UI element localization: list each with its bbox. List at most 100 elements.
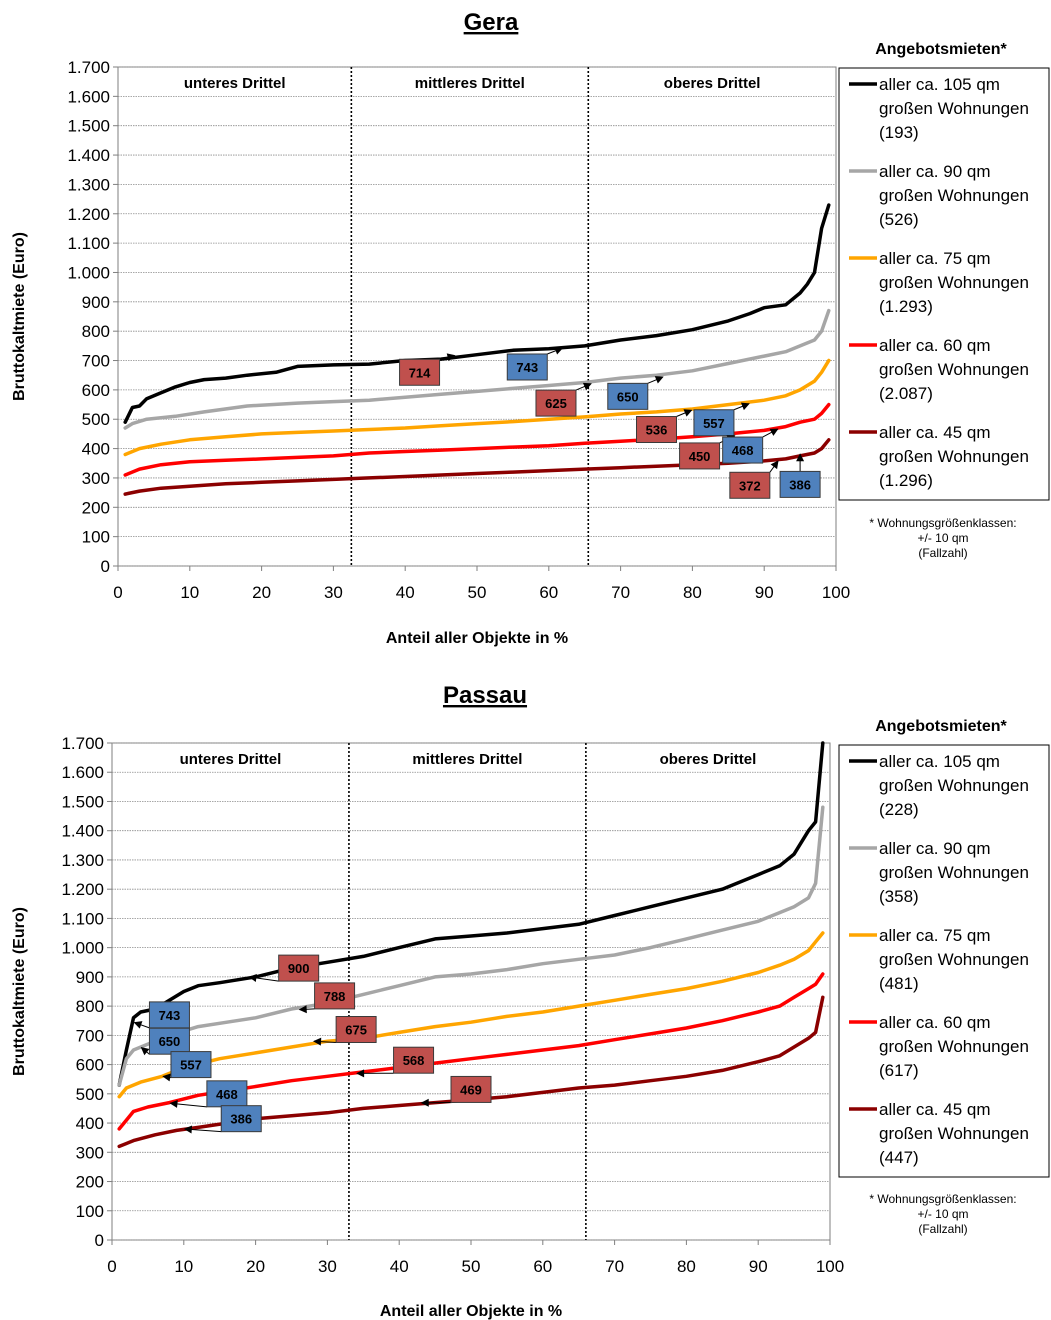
callout-label: 372 xyxy=(739,478,761,493)
y-tick-label: 1.500 xyxy=(67,117,110,136)
y-tick-label: 1.000 xyxy=(61,939,104,958)
x-tick-label: 100 xyxy=(822,583,850,602)
chart-title: Passau xyxy=(443,682,527,709)
y-tick-label: 1.400 xyxy=(61,822,104,841)
legend-note: +/- 10 qm xyxy=(917,531,968,545)
y-tick-label: 400 xyxy=(82,440,110,459)
x-axis-label: Anteil aller Objekte in % xyxy=(386,630,568,647)
callout-label: 386 xyxy=(230,1112,252,1127)
series-line-0 xyxy=(123,203,831,424)
callout-arrowhead xyxy=(446,353,456,362)
legend-entry-line: aller ca. 75 qm xyxy=(879,926,991,945)
callout-box xyxy=(393,1046,435,1074)
callout-label: 557 xyxy=(703,416,725,431)
legend-entry-line: (447) xyxy=(879,1148,919,1167)
chart-0: Gera01002003004005006007008009001.0001.1… xyxy=(11,9,1050,647)
y-tick-label: 1.300 xyxy=(61,851,104,870)
y-tick-label: 1.100 xyxy=(61,909,104,928)
x-tick-label: 90 xyxy=(755,583,774,602)
y-tick-label: 1.200 xyxy=(61,880,104,899)
x-tick-label: 20 xyxy=(246,1257,265,1276)
legend-entry-line: aller ca. 45 qm xyxy=(879,423,991,442)
legend-entry-line: großen Wohnungen xyxy=(879,863,1029,882)
x-tick-label: 10 xyxy=(174,1257,193,1276)
y-tick-label: 1.600 xyxy=(61,763,104,782)
legend-entry-line: (193) xyxy=(879,123,919,142)
x-tick-label: 80 xyxy=(683,583,702,602)
x-tick-label: 50 xyxy=(468,583,487,602)
callout-label: 675 xyxy=(345,1023,367,1038)
y-tick-label: 700 xyxy=(82,352,110,371)
y-tick-label: 100 xyxy=(76,1202,104,1221)
callout-label: 788 xyxy=(324,989,346,1004)
x-tick-label: 40 xyxy=(390,1257,409,1276)
legend-entry-line: aller ca. 60 qm xyxy=(879,1013,991,1032)
y-tick-label: 500 xyxy=(82,410,110,429)
callout-box xyxy=(220,1105,262,1133)
callout-box xyxy=(148,1027,190,1055)
series-line-3 xyxy=(117,972,825,1131)
callout-label: 743 xyxy=(516,360,538,375)
y-tick-label: 1.500 xyxy=(61,792,104,811)
legend-note: (Fallzahl) xyxy=(918,546,967,560)
y-tick-label: 300 xyxy=(76,1143,104,1162)
callout-box xyxy=(170,1051,212,1079)
y-tick-label: 1.700 xyxy=(61,734,104,753)
callout-arrowhead xyxy=(740,402,750,411)
callout-box xyxy=(506,353,548,381)
callout-arrowhead xyxy=(420,1098,429,1107)
series-line-1 xyxy=(123,308,831,430)
callout-label: 743 xyxy=(159,1008,181,1023)
plot-area xyxy=(117,66,837,567)
callout-box xyxy=(779,470,821,498)
callout-box xyxy=(535,389,577,417)
chart-1: Passau01002003004005006007008009001.0001… xyxy=(11,682,1050,1320)
callout-box xyxy=(399,358,441,386)
callout-box xyxy=(729,471,771,499)
callout-arrowhead xyxy=(162,1073,171,1082)
callout-arrowhead xyxy=(298,1005,307,1014)
x-tick-label: 30 xyxy=(318,1257,337,1276)
y-tick-label: 1.600 xyxy=(67,87,110,106)
legend-box xyxy=(838,744,1050,1178)
legend-entry-line: (358) xyxy=(879,887,919,906)
callout-arrowhead xyxy=(769,428,779,436)
x-tick-label: 60 xyxy=(533,1257,552,1276)
legend-entry-line: großen Wohnungen xyxy=(879,776,1029,795)
y-tick-label: 600 xyxy=(82,381,110,400)
callout-box xyxy=(450,1075,492,1103)
x-tick-label: 50 xyxy=(462,1257,481,1276)
callout-label: 557 xyxy=(180,1058,202,1073)
legend-entry-line: großen Wohnungen xyxy=(879,360,1029,379)
y-tick-label: 1.200 xyxy=(67,205,110,224)
callout-label: 450 xyxy=(689,449,711,464)
plot-area xyxy=(111,742,831,1241)
x-tick-label: 10 xyxy=(180,583,199,602)
legend-entry-line: großen Wohnungen xyxy=(879,273,1029,292)
y-tick-label: 200 xyxy=(82,498,110,517)
legend-entry-line: (481) xyxy=(879,974,919,993)
third-label: oberes Drittel xyxy=(660,751,757,768)
third-label: mittleres Drittel xyxy=(412,751,522,768)
y-tick-label: 600 xyxy=(76,1056,104,1075)
callout-arrowhead xyxy=(313,1037,322,1046)
callout-label: 900 xyxy=(288,961,310,976)
legend-box xyxy=(838,67,1050,501)
legend-entry-line: (617) xyxy=(879,1061,919,1080)
y-axis-label: Bruttokaltmiete (Euro) xyxy=(11,907,28,1076)
callout-label: 468 xyxy=(732,443,754,458)
third-label: unteres Drittel xyxy=(180,751,282,768)
callout-label: 469 xyxy=(460,1082,482,1097)
callout-label: 650 xyxy=(159,1034,181,1049)
series-line-2 xyxy=(123,358,831,457)
x-tick-label: 80 xyxy=(677,1257,696,1276)
callout-box xyxy=(636,416,677,444)
y-tick-label: 800 xyxy=(82,322,110,341)
callout-arrowhead xyxy=(683,409,693,417)
x-tick-label: 30 xyxy=(324,583,343,602)
chart-title: Gera xyxy=(464,9,519,36)
x-axis-label: Anteil aller Objekte in % xyxy=(380,1303,562,1320)
legend-entry-line: großen Wohnungen xyxy=(879,950,1029,969)
callout-label: 625 xyxy=(545,396,567,411)
callout-label: 650 xyxy=(617,389,639,404)
